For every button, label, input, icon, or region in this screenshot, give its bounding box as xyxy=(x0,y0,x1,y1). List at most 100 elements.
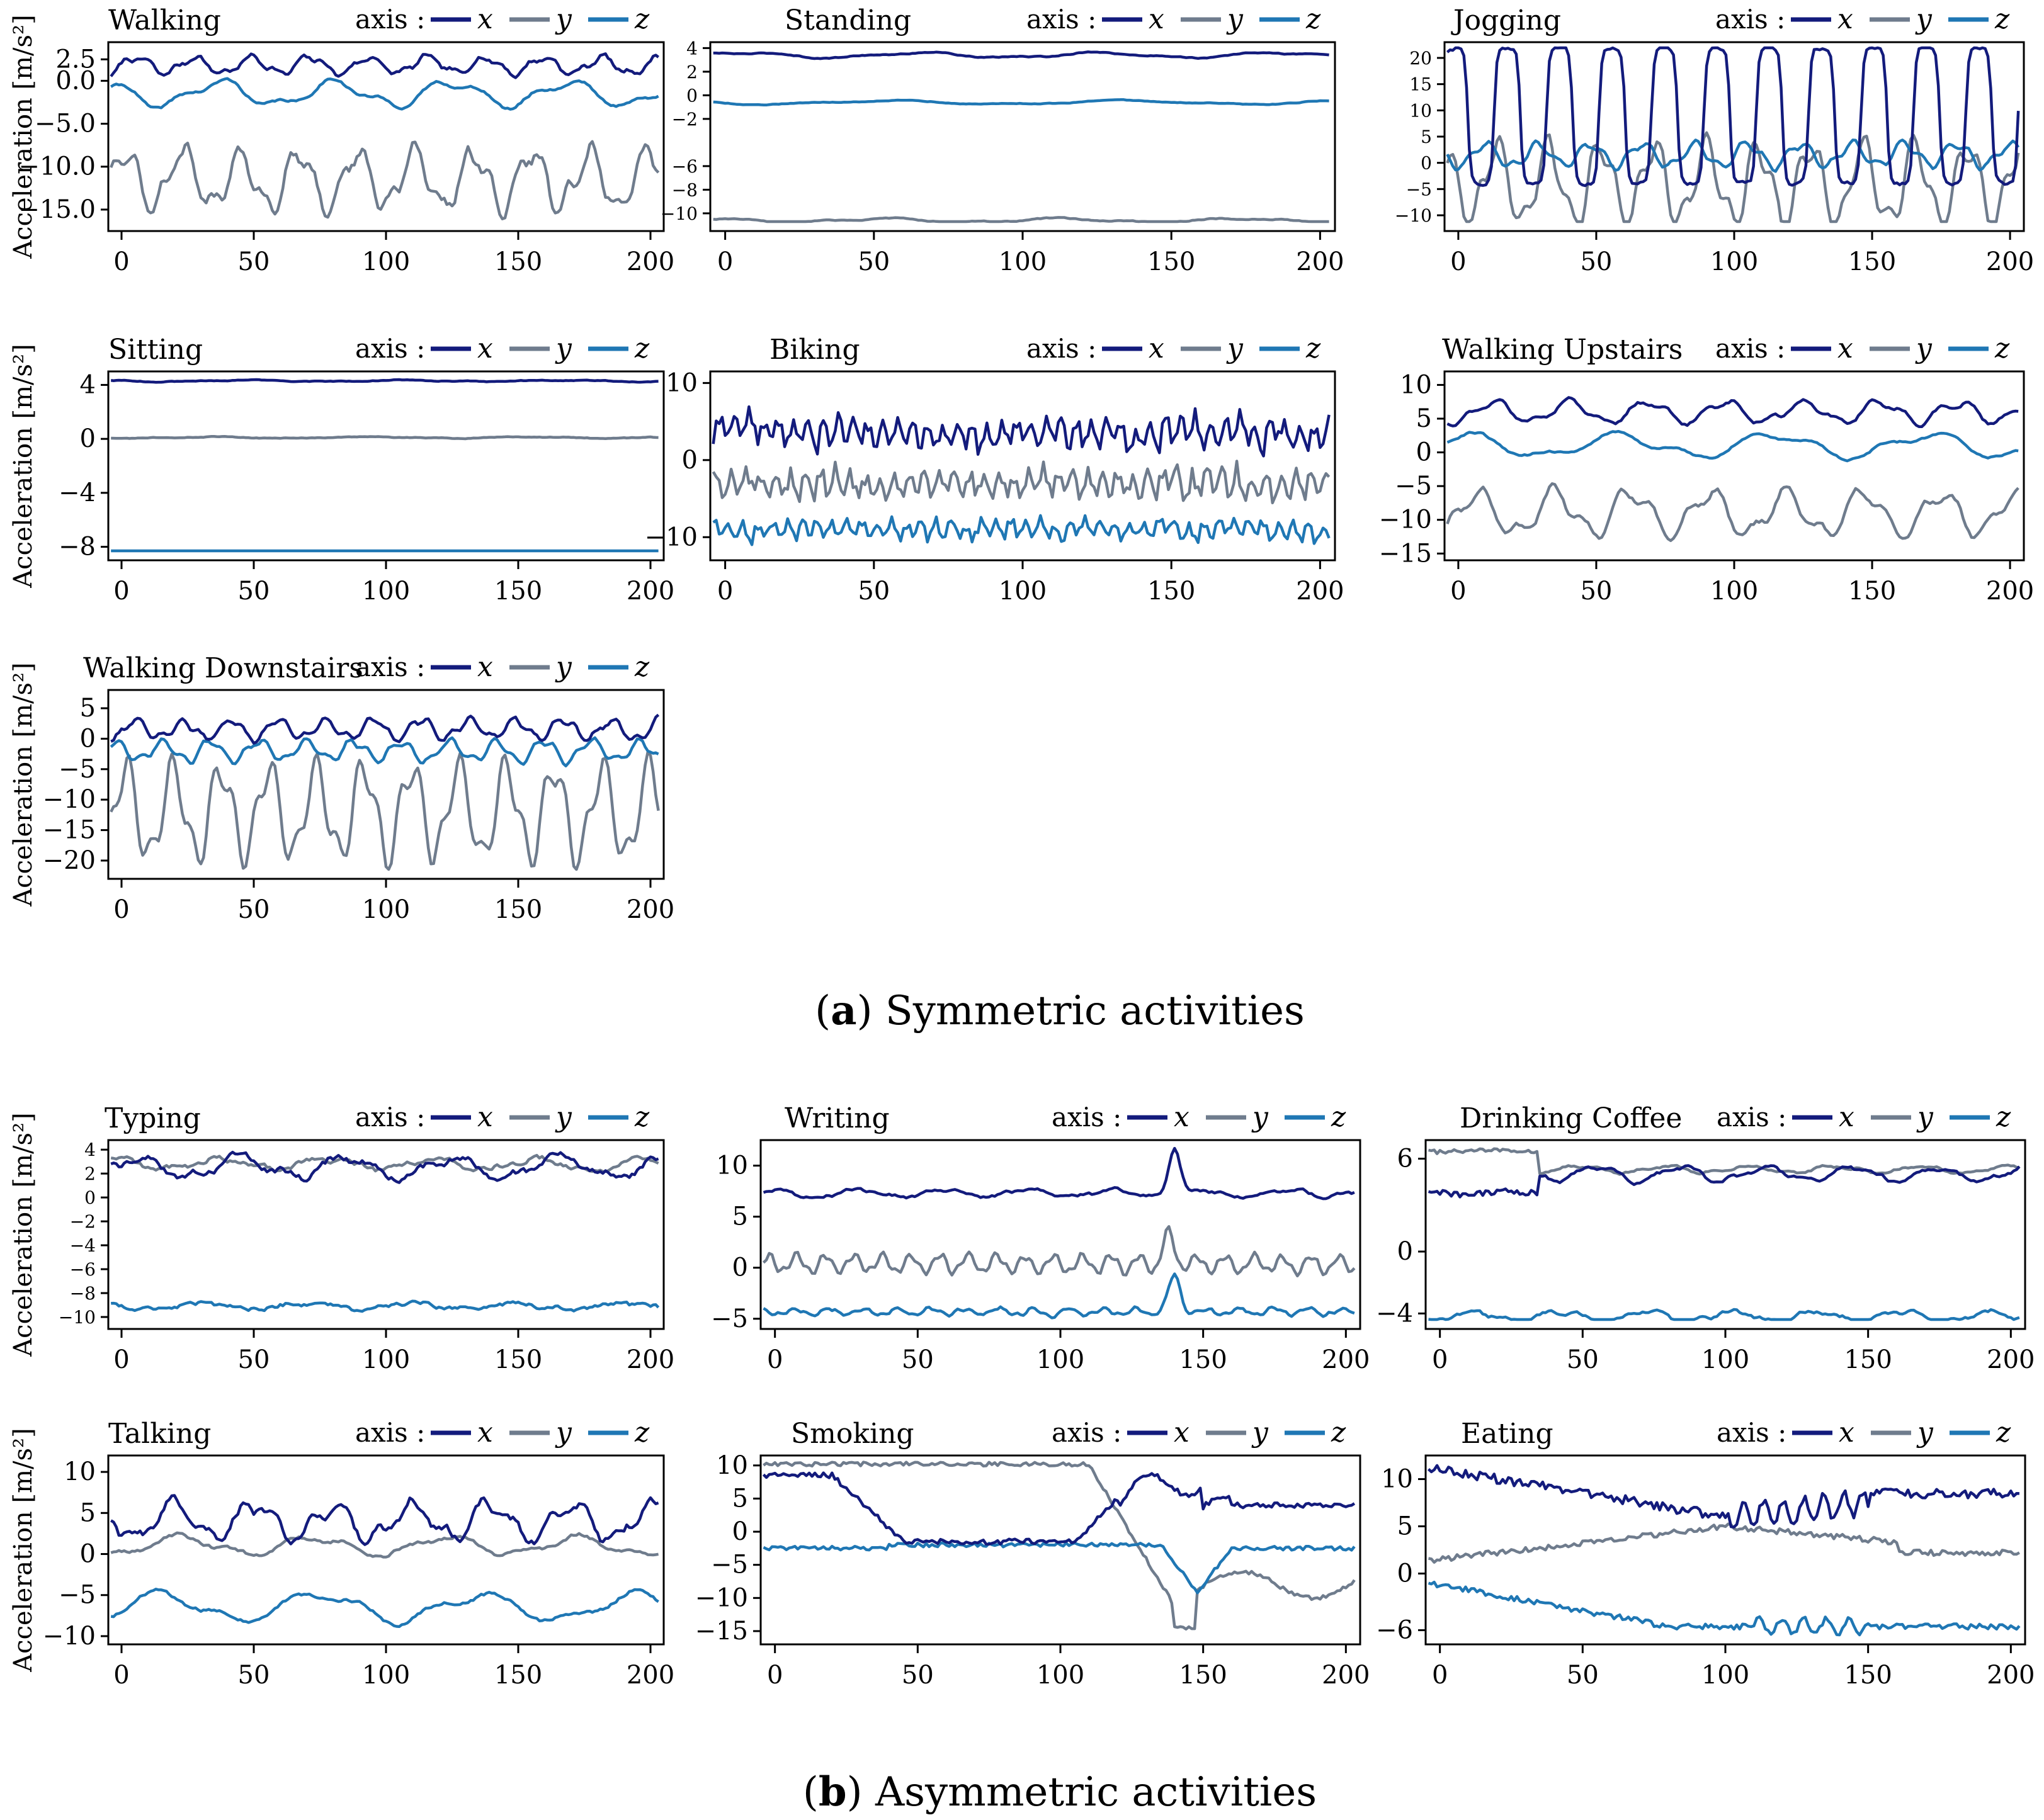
series-line-x xyxy=(1428,1164,2021,1199)
y-tick-label: 5 xyxy=(80,694,96,723)
series-line-z xyxy=(110,1588,659,1629)
panel-title: Walking Upstairs xyxy=(1442,334,1683,366)
legend-key-y: y xyxy=(1251,1416,1269,1449)
x-tick-label: 100 xyxy=(999,247,1047,276)
y-tick-label: 10 xyxy=(716,1151,748,1180)
plot-frame xyxy=(709,370,1336,562)
legend-prefix: axis : xyxy=(355,4,425,35)
y-tick-label: −5 xyxy=(59,755,96,784)
x-tick-label: 50 xyxy=(858,577,890,606)
x-tick-label: 50 xyxy=(238,247,270,276)
x-tick-label: 150 xyxy=(1848,577,1896,606)
x-tick-label: 150 xyxy=(1848,247,1896,276)
y-tick-label: −5.0 xyxy=(35,110,96,138)
legend-key-x: x xyxy=(1837,332,1853,365)
x-tick-label: 50 xyxy=(858,247,890,276)
y-tick-label: −5 xyxy=(711,1304,748,1333)
y-tick-label: 4 xyxy=(80,370,96,399)
x-tick-label: 200 xyxy=(627,1661,674,1690)
x-tick-label: 50 xyxy=(238,577,270,606)
legend-key-z: z xyxy=(634,3,650,35)
x-tick-label: 50 xyxy=(1580,247,1612,276)
y-axis-label: Acceleration [m/s²] xyxy=(9,344,38,588)
panel-title: Typing xyxy=(105,1102,201,1134)
x-tick-label: 100 xyxy=(1701,1345,1749,1374)
x-tick-label: 0 xyxy=(1450,577,1466,606)
x-tick-label: 100 xyxy=(362,1345,410,1374)
legend: axis : x y z xyxy=(355,1416,650,1449)
x-tick-label: 0 xyxy=(717,247,733,276)
plot-frame xyxy=(107,370,665,562)
x-tick-label: 0 xyxy=(113,577,129,606)
series-line-y xyxy=(713,216,1329,223)
legend-key-x: x xyxy=(1839,1416,1854,1449)
series-line-y xyxy=(110,1153,659,1173)
y-tick-label: −8 xyxy=(59,533,96,562)
legend-prefix: axis : xyxy=(1717,1417,1786,1448)
y-axis-label: Acceleration [m/s²] xyxy=(9,1428,38,1672)
legend-key-x: x xyxy=(1837,3,1853,35)
y-tick-label: 0 xyxy=(1416,438,1432,467)
y-tick-label: 2.5 xyxy=(55,45,96,74)
x-tick-label: 0 xyxy=(767,1345,783,1374)
y-tick-label: 0 xyxy=(84,1187,96,1208)
chart-panel-walking: 0 50 100 150 200 2.50.0 −5.0 −10.0 −15.0 Walking a… xyxy=(9,3,674,276)
series-line-x xyxy=(1446,396,2019,429)
plot-frame xyxy=(759,1454,1361,1646)
y-tick-label: −10 xyxy=(43,1622,96,1651)
legend-prefix: axis : xyxy=(1026,333,1096,364)
panel-title: Smoking xyxy=(791,1418,914,1450)
y-tick-label: 10 xyxy=(716,1451,748,1480)
y-tick-label: −10 xyxy=(43,785,96,814)
series-line-x xyxy=(110,378,659,384)
y-tick-label: −6 xyxy=(672,156,698,177)
x-tick-label: 150 xyxy=(494,247,542,276)
legend-key-x: x xyxy=(1839,1101,1854,1133)
y-axis-label: Acceleration [m/s²] xyxy=(9,14,38,259)
series-line-z xyxy=(713,98,1329,106)
legend-key-z: z xyxy=(1996,1416,2011,1449)
y-tick-label: 5 xyxy=(1421,127,1432,147)
y-tick-label: −10 xyxy=(645,523,698,551)
legend-key-z: z xyxy=(1331,1416,1346,1449)
panel-title: Walking xyxy=(108,4,221,37)
legend-prefix: axis : xyxy=(1052,1417,1121,1448)
x-tick-label: 100 xyxy=(362,895,410,924)
x-tick-label: 50 xyxy=(1567,1661,1599,1690)
y-tick-label: 5 xyxy=(80,1498,96,1527)
x-tick-label: 0 xyxy=(717,577,733,606)
series-line-y xyxy=(1446,482,2019,543)
legend: axis : x y z xyxy=(1717,1101,2011,1133)
x-tick-label: 50 xyxy=(1580,577,1612,606)
y-tick-label: −4 xyxy=(59,478,96,507)
legend: axis : x y z xyxy=(1026,3,1321,35)
series-line-y xyxy=(1428,1522,2020,1564)
x-tick-label: 100 xyxy=(362,577,410,606)
y-tick-label: 4 xyxy=(84,1139,96,1160)
legend-prefix: axis : xyxy=(355,652,425,682)
series-line-x xyxy=(1446,46,2020,188)
x-tick-label: 200 xyxy=(1296,247,1344,276)
y-tick-label: −5 xyxy=(711,1551,748,1580)
y-tick-label: 5 xyxy=(1416,404,1432,433)
legend-key-y: y xyxy=(1915,3,1933,35)
y-tick-label: 5 xyxy=(1397,1512,1413,1541)
series-line-y xyxy=(763,1461,1356,1631)
x-tick-label: 100 xyxy=(1710,247,1758,276)
panel-title: Writing xyxy=(785,1102,890,1134)
y-tick-label: 0.0 xyxy=(55,66,96,95)
legend-key-x: x xyxy=(477,3,493,35)
legend-key-x: x xyxy=(477,1416,493,1449)
x-tick-label: 200 xyxy=(627,895,674,924)
legend-key-x: x xyxy=(1174,1101,1189,1133)
legend-key-x: x xyxy=(1174,1416,1189,1449)
x-tick-label: 200 xyxy=(627,247,674,276)
y-tick-label: −8 xyxy=(70,1283,96,1304)
x-tick-label: 200 xyxy=(627,577,674,606)
y-tick-label: 10 xyxy=(1400,370,1432,399)
legend-key-y: y xyxy=(1915,332,1933,365)
legend-key-x: x xyxy=(477,651,493,683)
y-tick-label: 0 xyxy=(1421,153,1432,174)
y-tick-label: 10 xyxy=(666,368,698,397)
